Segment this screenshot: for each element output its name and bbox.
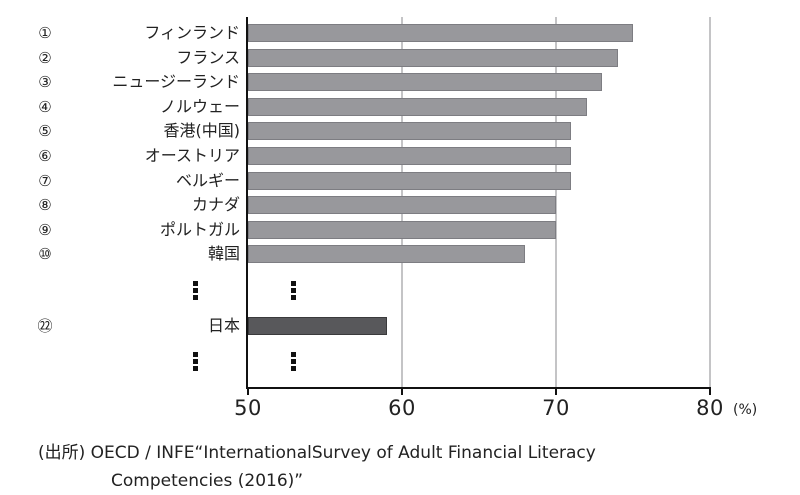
bar: [248, 48, 618, 67]
ellipsis-icon: [193, 352, 199, 373]
rank-label: ⑧: [38, 196, 52, 215]
gridline: [709, 17, 711, 388]
country-label: フランス: [176, 47, 240, 67]
bar: [248, 245, 526, 264]
x-axis-line: [246, 387, 711, 389]
rank-label: ③: [38, 73, 52, 92]
ellipsis-icon: [193, 281, 199, 302]
x-tick: [247, 387, 249, 395]
country-label: ベルギー: [175, 170, 240, 190]
rank-label: ⑨: [38, 220, 52, 239]
gridline: [555, 17, 557, 388]
x-tick-label: 70: [542, 396, 570, 420]
x-axis-unit: (%): [733, 402, 758, 418]
bar: [248, 73, 603, 92]
bar: [248, 220, 556, 239]
country-label: 韓国: [207, 244, 240, 264]
rank-label: ⑩: [38, 245, 52, 264]
rank-label: ⑤: [38, 122, 52, 141]
country-label: ポルトガル: [159, 219, 240, 239]
y-axis-line: [246, 17, 248, 389]
country-label: カナダ: [191, 195, 240, 215]
source-line-1: (出所) OECD / INFE“InternationalSurvey of …: [38, 443, 596, 463]
ellipsis-icon: [291, 281, 297, 302]
source-note: (出所) OECD / INFE“InternationalSurvey of …: [38, 439, 778, 495]
rank-label: ②: [38, 48, 52, 67]
rank-label: ①: [38, 24, 52, 42]
rank-label: ④: [38, 97, 52, 116]
x-tick: [555, 387, 557, 395]
country-label: 香港(中国): [163, 121, 241, 141]
x-tick: [401, 387, 403, 395]
bar: [248, 147, 572, 165]
country-label: フィンランド: [144, 23, 240, 42]
ellipsis-icon: [291, 352, 297, 373]
bar: [248, 24, 633, 42]
country-label: ニュージーランド: [112, 72, 240, 92]
source-line-2: Competencies (2016)”: [111, 471, 304, 491]
country-label: ノルウェー: [159, 96, 240, 116]
bar: [248, 122, 572, 141]
x-tick-label: 50: [234, 396, 262, 420]
rank-label: ㉒: [37, 317, 53, 335]
x-tick-label: 80: [696, 396, 724, 420]
rank-label: ⑦: [38, 171, 52, 190]
country-label: 日本: [207, 316, 240, 335]
country-label: オーストリア: [144, 146, 240, 165]
bar: [248, 171, 572, 190]
bar: [248, 97, 587, 116]
x-tick-label: 60: [388, 396, 416, 420]
highlight-bar: [248, 317, 387, 335]
rank-label: ⑥: [38, 147, 52, 165]
x-tick: [709, 387, 711, 395]
bar: [248, 196, 556, 215]
